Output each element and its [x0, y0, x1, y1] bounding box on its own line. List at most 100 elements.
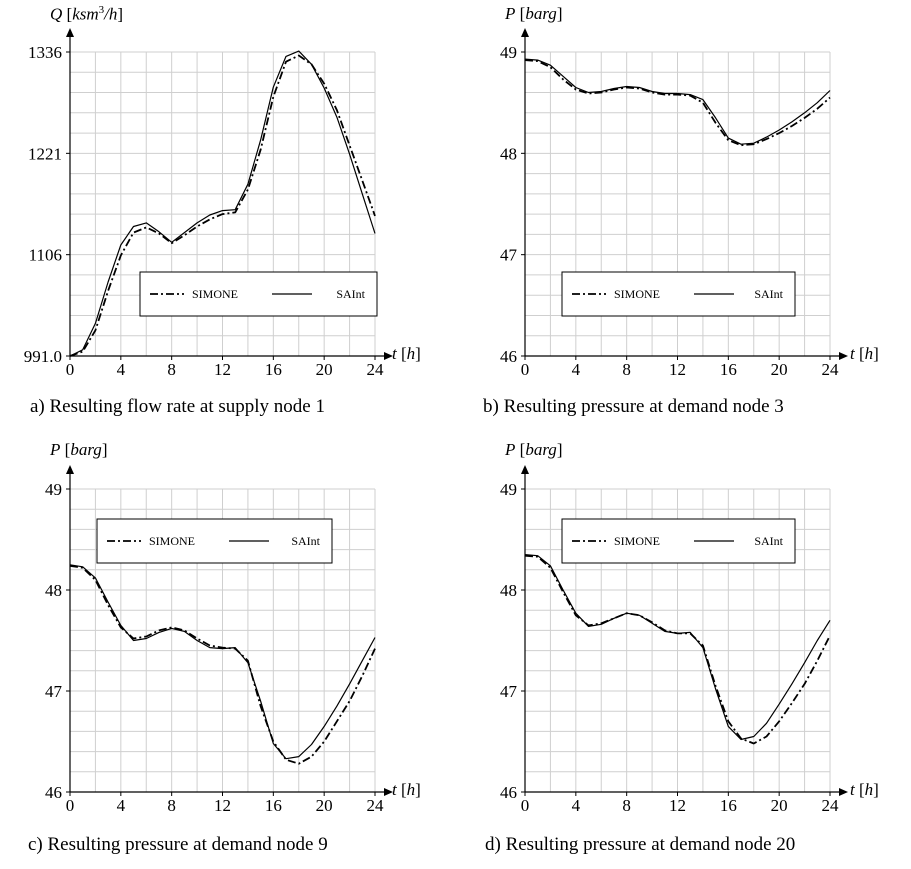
- y-axis-arrow-icon: [521, 28, 529, 37]
- x-axis-arrow-icon: [384, 788, 393, 796]
- legend-box: [96, 518, 333, 564]
- x-tick-label: 8: [167, 796, 176, 815]
- x-axis-label: t [h]: [392, 344, 421, 363]
- x-tick-label: 4: [117, 360, 126, 379]
- chart-panel-a: Q [ksm3/h] t [h] a) Resulting flow rate …: [0, 0, 455, 434]
- y-axis-unit: barg: [70, 440, 102, 459]
- legend-box: [139, 271, 378, 317]
- x-tick-label: 8: [622, 360, 631, 379]
- legend: SIMONE SAInt: [139, 271, 378, 317]
- y-axis-unit: barg: [525, 440, 557, 459]
- y-axis-label: P [barg]: [505, 440, 563, 459]
- y-axis-arrow-icon: [66, 465, 74, 474]
- x-tick-label: 4: [117, 796, 126, 815]
- x-tick-label: 0: [521, 360, 530, 379]
- x-tick-label: 12: [669, 360, 686, 379]
- legend-label-saint: SAInt: [336, 287, 365, 301]
- y-tick-label: 47: [500, 246, 518, 265]
- x-tick-label: 24: [367, 360, 385, 379]
- chart-panel-d: P [barg] t [h] d) Resulting pressure at …: [455, 434, 911, 869]
- x-tick-label: 24: [822, 796, 840, 815]
- legend-label-saint: SAInt: [291, 534, 320, 548]
- x-tick-label: 24: [367, 796, 385, 815]
- x-tick-label: 20: [771, 796, 788, 815]
- chart-caption: b) Resulting pressure at demand node 3: [483, 396, 784, 417]
- x-tick-label: 16: [265, 360, 282, 379]
- legend-label-simone: SIMONE: [614, 287, 660, 301]
- x-tick-label: 16: [720, 360, 737, 379]
- chart-caption: a) Resulting flow rate at supply node 1: [30, 396, 325, 417]
- y-tick-label: 49: [45, 480, 62, 499]
- y-tick-label: 48: [45, 581, 62, 600]
- series-line-simone: [69, 54, 376, 357]
- y-tick-label: 1336: [28, 43, 62, 62]
- y-axis-variable: Q: [50, 4, 63, 24]
- chart-caption: d) Resulting pressure at demand node 20: [485, 834, 796, 855]
- x-tick-label: 16: [265, 796, 282, 815]
- y-axis-variable: P: [50, 440, 61, 459]
- x-tick-label: 0: [66, 360, 75, 379]
- x-tick-label: 12: [214, 360, 231, 379]
- y-axis-label: P [barg]: [505, 4, 563, 23]
- x-tick-label: 20: [771, 360, 788, 379]
- x-axis-unit: h: [864, 780, 874, 799]
- x-tick-label: 24: [822, 360, 840, 379]
- y-axis-variable: P: [505, 440, 516, 459]
- series-line-simone: [69, 564, 376, 765]
- y-axis-unit: barg: [525, 4, 557, 23]
- legend: SIMONE SAInt: [561, 271, 796, 317]
- series-line-saint: [69, 50, 376, 357]
- legend: SIMONE SAInt: [561, 518, 796, 564]
- y-tick-label: 48: [500, 581, 517, 600]
- legend-label-simone: SIMONE: [614, 534, 660, 548]
- x-axis-unit: h: [406, 344, 416, 363]
- legend-label-simone: SIMONE: [192, 287, 238, 301]
- x-tick-label: 0: [66, 796, 75, 815]
- x-axis-variable: t: [850, 344, 855, 363]
- x-tick-label: 4: [572, 796, 581, 815]
- x-axis-arrow-icon: [839, 352, 848, 360]
- x-axis-variable: t: [392, 344, 397, 363]
- y-tick-label: 991.0: [24, 347, 62, 366]
- x-axis-arrow-icon: [384, 352, 393, 360]
- y-axis-unit-exponent: 3: [98, 4, 105, 16]
- legend-label-simone: SIMONE: [149, 534, 195, 548]
- legend: SIMONE SAInt: [96, 518, 333, 564]
- y-axis-label: P [barg]: [50, 440, 108, 459]
- x-tick-label: 12: [214, 796, 231, 815]
- y-tick-label: 46: [500, 347, 517, 366]
- x-tick-label: 20: [316, 360, 333, 379]
- y-axis-unit: ksm: [72, 4, 99, 24]
- chart-panel-c: P [barg] t [h] c) Resulting pressure at …: [0, 434, 455, 869]
- y-tick-label: 46: [45, 783, 62, 802]
- y-tick-label: 1106: [29, 246, 62, 265]
- x-axis-variable: t: [850, 780, 855, 799]
- x-axis-label: t [h]: [850, 780, 879, 799]
- y-axis-arrow-icon: [66, 28, 74, 37]
- y-axis-arrow-icon: [521, 465, 529, 474]
- y-tick-label: 46: [500, 783, 517, 802]
- x-tick-label: 16: [720, 796, 737, 815]
- chart-caption: c) Resulting pressure at demand node 9: [28, 834, 328, 855]
- x-axis-unit: h: [864, 344, 874, 363]
- y-tick-label: 49: [500, 480, 517, 499]
- series-line-saint: [524, 554, 831, 741]
- x-tick-label: 4: [572, 360, 581, 379]
- y-axis-variable: P: [505, 4, 516, 23]
- y-tick-label: 1221: [28, 144, 62, 163]
- y-axis-label: Q [ksm3/h]: [50, 4, 124, 24]
- chart-svg: 0 4 8 12 16 20 24 991.0 1106 1221 1336 SIMONE SAInt: [24, 28, 393, 379]
- y-tick-label: 47: [500, 682, 518, 701]
- chart-panel-b: P [barg] t [h] b) Resulting pressure at …: [455, 0, 911, 434]
- x-tick-label: 8: [167, 360, 176, 379]
- x-axis-unit: h: [406, 780, 416, 799]
- x-tick-label: 20: [316, 796, 333, 815]
- x-axis-variable: t: [392, 780, 397, 799]
- legend-label-saint: SAInt: [754, 287, 783, 301]
- x-axis-arrow-icon: [839, 788, 848, 796]
- y-tick-label: 48: [500, 144, 517, 163]
- y-tick-label: 49: [500, 43, 517, 62]
- legend-label-saint: SAInt: [754, 534, 783, 548]
